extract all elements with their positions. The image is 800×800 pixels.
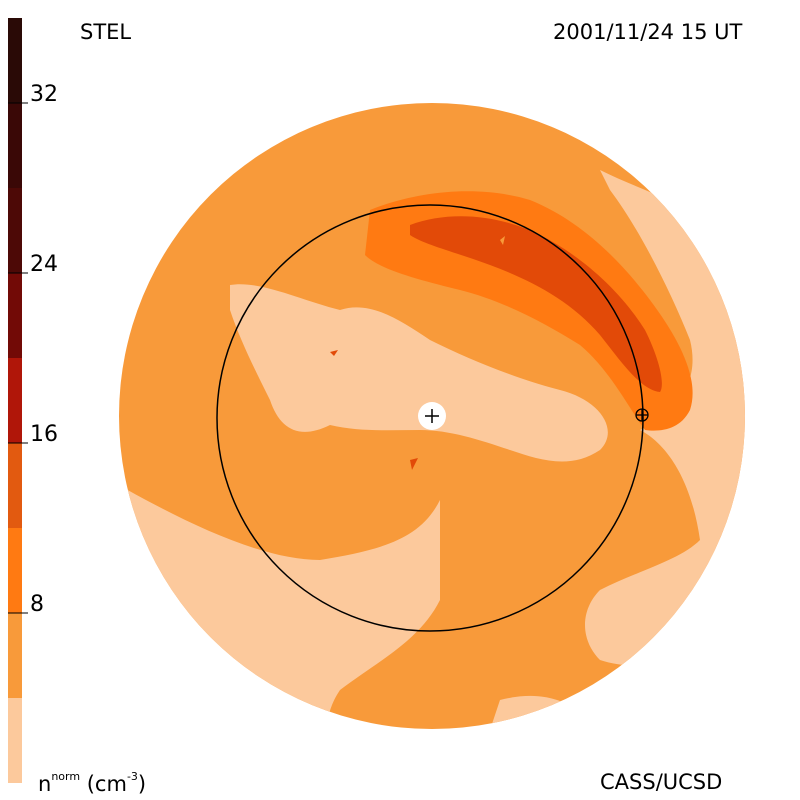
colorbar-tick-16: 16 [30, 422, 58, 447]
contour-level-13 [410, 216, 662, 392]
colorbar-tick-32: 32 [30, 82, 58, 107]
sun-marker [418, 402, 446, 430]
credit-label: CASS/UCSD [600, 770, 723, 794]
timestamp-label: 2001/11/24 15 UT [553, 20, 743, 44]
earth-orbit-circle [216, 204, 644, 632]
contour-central-band [230, 284, 608, 462]
unit-label: nnorm (cm-3) [38, 770, 147, 796]
earth-marker [635, 408, 649, 422]
colorbar-tick-8: 8 [30, 592, 44, 617]
contour-level-10 [365, 191, 693, 431]
contour-level-14 [500, 236, 505, 245]
colorbar-seg-5 [8, 698, 22, 783]
colorbar-segments [8, 18, 22, 783]
colorbar-ticks [8, 102, 28, 614]
colorbar-tick-24: 24 [30, 252, 58, 277]
data-set-label: STEL [80, 20, 132, 44]
